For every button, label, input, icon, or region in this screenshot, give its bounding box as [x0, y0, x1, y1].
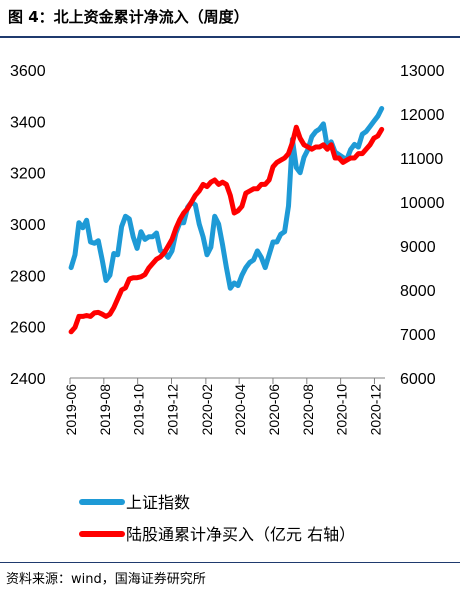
x-tick-label: 2019-10 [131, 384, 147, 436]
legend-label-northbound: 陆股通累计净买入（亿元 右轴） [126, 525, 355, 544]
series-line-northbound [68, 124, 385, 335]
y-left-tick-label: 3400 [10, 114, 46, 131]
x-tick-label: 2019-06 [63, 384, 79, 436]
x-tick-label: 2020-08 [300, 384, 316, 436]
y-right-tick-label: 12000 [400, 107, 445, 124]
y-left-tick-label: 2800 [10, 268, 46, 285]
y-left-tick-label: 2400 [10, 371, 46, 388]
x-tick-label: 2020-02 [199, 384, 215, 436]
x-tick-label: 2020-12 [367, 384, 383, 436]
source-note: 资料来源：wind，国海证券研究所 [6, 572, 206, 587]
y-left-tick-label: 3600 [10, 63, 46, 80]
figure-title: 图 4：北上资金累计净流入（周度） [8, 8, 249, 26]
y-left-tick-label: 3200 [10, 166, 46, 183]
x-tick-label: 2019-12 [164, 384, 180, 436]
title-divider [0, 36, 460, 38]
y-right-tick-label: 10000 [400, 195, 445, 212]
y-right-tick-label: 7000 [400, 327, 436, 344]
source-divider [0, 562, 460, 563]
series-line-index [68, 106, 385, 291]
x-tick-label: 2020-06 [266, 384, 282, 436]
legend-label-index: 上证指数 [126, 493, 190, 512]
y-right-tick-label: 13000 [400, 63, 445, 80]
chart: 3600 3400 3200 3000 2800 2600 2400 13000 12000 11… [10, 63, 445, 544]
y-right-tick-label: 6000 [400, 371, 436, 388]
y-right-tick-label: 9000 [400, 239, 436, 256]
x-tick-label: 2020-10 [334, 384, 350, 436]
y-left-tick-label: 2600 [10, 320, 46, 337]
y-right-tick-label: 8000 [400, 283, 436, 300]
y-right-tick-label: 11000 [400, 151, 443, 168]
x-tick-label: 2020-04 [232, 384, 248, 436]
x-tick-label: 2019-08 [97, 384, 113, 436]
y-left-tick-label: 3000 [10, 217, 46, 234]
